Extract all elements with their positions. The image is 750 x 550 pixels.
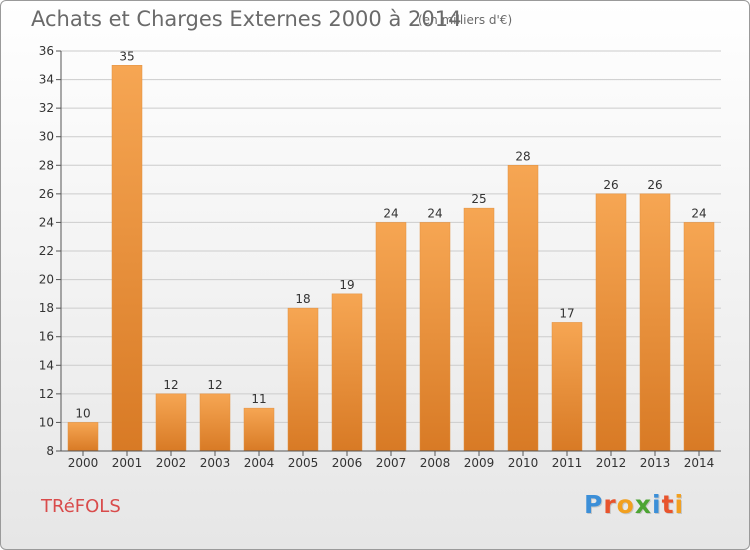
x-tick-label: 2003 <box>200 456 231 470</box>
y-tick-label: 28 <box>39 158 54 172</box>
labels: 8 10 12 14 16 18 20 22 24 26 28 30 32 34 36 10 2000 35 200… <box>39 44 715 470</box>
bar-value-label: 24 <box>691 206 706 220</box>
logo-letter: i <box>652 490 662 519</box>
y-tick-label: 10 <box>39 415 54 429</box>
y-tick-label: 8 <box>46 444 54 458</box>
bar <box>683 222 715 452</box>
bar <box>595 193 627 452</box>
proxiti-logo: Proxiti <box>584 490 684 519</box>
bar <box>331 293 363 452</box>
logo-letter: i <box>674 490 685 519</box>
logo-letter: P <box>584 490 604 519</box>
y-tick-label: 16 <box>39 330 54 344</box>
commune-name: TRéFOLS <box>41 496 121 517</box>
bar-value-label: 11 <box>251 392 266 406</box>
x-tick-label: 2009 <box>464 456 495 470</box>
y-tick-label: 18 <box>39 301 54 315</box>
x-tick-label: 2002 <box>156 456 187 470</box>
bar <box>639 193 671 452</box>
x-tick-label: 2006 <box>332 456 363 470</box>
bar-value-label: 25 <box>471 192 486 206</box>
y-tick-label: 14 <box>39 358 54 372</box>
bar <box>375 222 407 452</box>
bar-value-label: 19 <box>339 278 354 292</box>
x-tick-label: 2011 <box>552 456 583 470</box>
x-tick-label: 2004 <box>244 456 275 470</box>
logo-letter: t <box>661 490 675 519</box>
logo-letter: x <box>634 490 652 519</box>
y-tick-label: 22 <box>39 244 54 258</box>
x-tick-label: 2008 <box>420 456 451 470</box>
bar-value-label: 24 <box>427 206 442 220</box>
axes <box>56 50 721 456</box>
bar <box>111 65 143 452</box>
x-tick-label: 2014 <box>684 456 715 470</box>
bar-value-label: 28 <box>515 149 530 163</box>
bar <box>463 207 495 452</box>
x-tick-label: 2013 <box>640 456 671 470</box>
bar <box>199 393 231 452</box>
x-tick-label: 2012 <box>596 456 627 470</box>
y-tick-label: 20 <box>39 273 54 287</box>
x-tick-label: 2000 <box>68 456 99 470</box>
x-tick-label: 2005 <box>288 456 319 470</box>
y-tick-label: 32 <box>39 101 54 115</box>
chart-title: Achats et Charges Externes 2000 à 2014 <box>31 7 462 31</box>
bar <box>507 165 539 452</box>
y-tick-label: 26 <box>39 187 54 201</box>
bars <box>67 65 715 452</box>
bar-value-label: 26 <box>603 178 618 192</box>
logo-letter: r <box>603 490 617 519</box>
y-tick-label: 30 <box>39 130 54 144</box>
y-tick-label: 34 <box>39 73 54 87</box>
x-tick-label: 2007 <box>376 456 407 470</box>
y-tick-label: 36 <box>39 44 54 58</box>
logo-letter: o <box>616 490 635 519</box>
bar-value-label: 10 <box>75 406 90 420</box>
bar-value-label: 12 <box>163 378 178 392</box>
bar <box>287 307 319 452</box>
chart-unit: (en milliers d'€) <box>418 13 513 27</box>
bar <box>419 222 451 452</box>
bar-value-label: 17 <box>559 306 574 320</box>
x-tick-label: 2010 <box>508 456 539 470</box>
bar <box>551 322 583 452</box>
x-tick-label: 2001 <box>112 456 143 470</box>
bar-value-label: 24 <box>383 206 398 220</box>
bar <box>155 393 187 452</box>
bar-value-label: 12 <box>207 378 222 392</box>
bar-value-label: 35 <box>119 49 134 63</box>
bar <box>67 422 99 452</box>
y-tick-label: 24 <box>39 215 54 229</box>
bar-value-label: 18 <box>295 292 310 306</box>
bar <box>243 407 275 452</box>
y-tick-label: 12 <box>39 387 54 401</box>
bar-value-label: 26 <box>647 178 662 192</box>
